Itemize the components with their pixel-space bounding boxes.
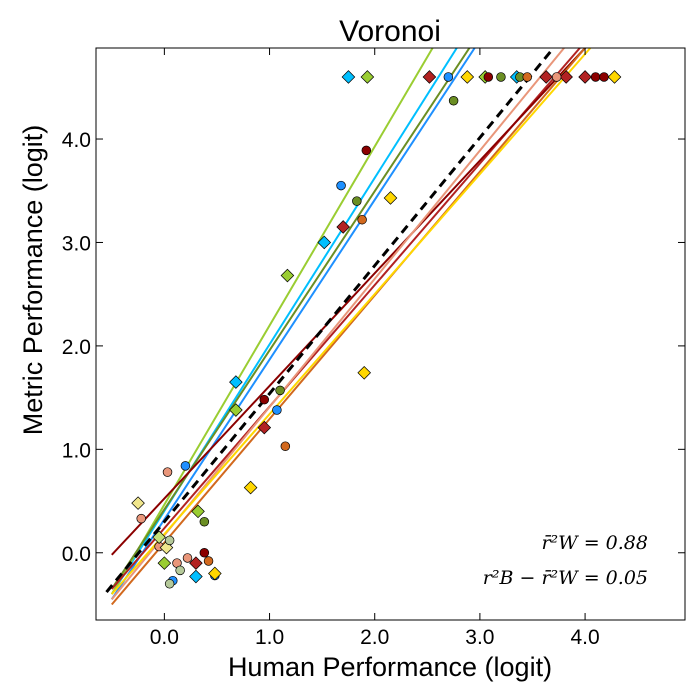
data-point-circle-7-2 [357, 214, 367, 225]
data-point-circle-4-4 [448, 96, 459, 106]
x-tick-label: 2.0 [360, 626, 389, 649]
data-point-circle-8-5 [551, 72, 562, 82]
data-point-diamond-3-4 [360, 70, 375, 84]
data-point-circle-11-3 [164, 535, 175, 546]
data-point-diamond-10-1 [131, 496, 145, 510]
data-point-diamond-2-3 [341, 70, 356, 84]
data-point-circle-4-2 [275, 385, 285, 396]
data-point-circle-6-3 [483, 72, 494, 82]
data-point-circle-4-1 [199, 516, 210, 527]
chart-title: Voronoi [339, 15, 441, 48]
data-point-circle-8-3 [182, 553, 193, 563]
x-tick-label: 0.0 [150, 626, 179, 649]
data-point-circle-11-2 [175, 565, 185, 576]
data-point-circle-6-6 [199, 548, 210, 558]
fit-line-1 [110, 48, 476, 600]
y-tick-label: 0.0 [62, 543, 91, 566]
data-point-diamond-3-1 [191, 504, 205, 519]
annotation-r-b-minus-r-w: r²B − r̄²W = 0.05 [483, 567, 648, 589]
data-point-circle-4-5 [496, 72, 506, 82]
plot-frame [95, 47, 686, 621]
annotation-r-w: r̄²W = 0.88 [541, 532, 648, 554]
data-point-circle-1-5 [443, 72, 454, 82]
data-point-circle-11-1 [164, 579, 175, 589]
data-point-circle-1-3 [272, 405, 282, 415]
data-point-diamond-9-2 [357, 365, 372, 380]
data-point-circle-4-3 [352, 196, 362, 206]
y-tick-label: 1.0 [62, 439, 91, 462]
y-tick-label: 3.0 [62, 232, 91, 255]
data-point-diamond-5-1 [257, 420, 272, 435]
x-tick-label: 3.0 [465, 626, 494, 649]
data-point-circle-7-1 [280, 441, 291, 451]
data-point-diamond-9-6 [208, 566, 222, 581]
data-point-diamond-2-1 [229, 375, 243, 389]
fit-line-3 [110, 48, 434, 595]
x-axis-label: Human Performance (logit) [228, 652, 552, 682]
x-tick-label: 1.0 [255, 626, 284, 649]
data-point-diamond-5-7 [189, 556, 203, 570]
data-point-circle-6-5 [599, 72, 609, 82]
data-point-circle-6-2 [361, 145, 372, 156]
axis-ticks: 0.0 1.0 2.0 3.0 4.0 0.0 1.0 2.0 3.0 4.0 [62, 48, 685, 649]
data-point-diamond-5-2 [336, 220, 350, 234]
data-point-circle-8-2 [136, 513, 146, 524]
identity-line [105, 48, 555, 594]
data-point-diamond-9-1 [243, 480, 258, 495]
y-axis-label: Metric Performance (logit) [18, 125, 48, 436]
data-point-diamond-2-2 [317, 235, 332, 250]
data-point-diamond-9-4 [460, 70, 475, 84]
data-point-diamond-9-5 [607, 70, 622, 84]
y-tick-label: 2.0 [62, 336, 91, 359]
fit-line-4 [110, 48, 471, 590]
data-point-circle-6-4 [590, 72, 601, 82]
fit-line-7 [111, 48, 586, 606]
data-point-diamond-2-5 [189, 569, 203, 584]
y-tick-label: 4.0 [62, 129, 91, 152]
data-point-diamond-5-5 [559, 70, 573, 84]
fit-line-6 [111, 48, 586, 556]
data-point-diamond-3-3 [280, 268, 295, 283]
data-point-circle-1-4 [336, 180, 346, 191]
data-point-diamond-5-3 [422, 70, 437, 84]
plot-area [105, 48, 622, 606]
data-point-circle-7-3 [522, 72, 532, 82]
data-point-diamond-9-3 [383, 191, 398, 205]
data-point-diamond-3-2 [229, 403, 243, 417]
data-point-circle-1-1 [180, 461, 191, 471]
data-point-circle-8-1 [162, 467, 173, 477]
x-tick-label: 4.0 [570, 626, 599, 649]
data-point-diamond-3-6 [157, 556, 172, 570]
fit-line-9 [111, 48, 592, 595]
data-point-circle-7-4 [203, 556, 214, 566]
data-point-diamond-5-6 [578, 70, 592, 84]
data-point-circle-6-1 [259, 394, 270, 405]
data-point-diamond-12-1 [152, 530, 166, 545]
data-point-diamond-5-4 [539, 70, 553, 84]
